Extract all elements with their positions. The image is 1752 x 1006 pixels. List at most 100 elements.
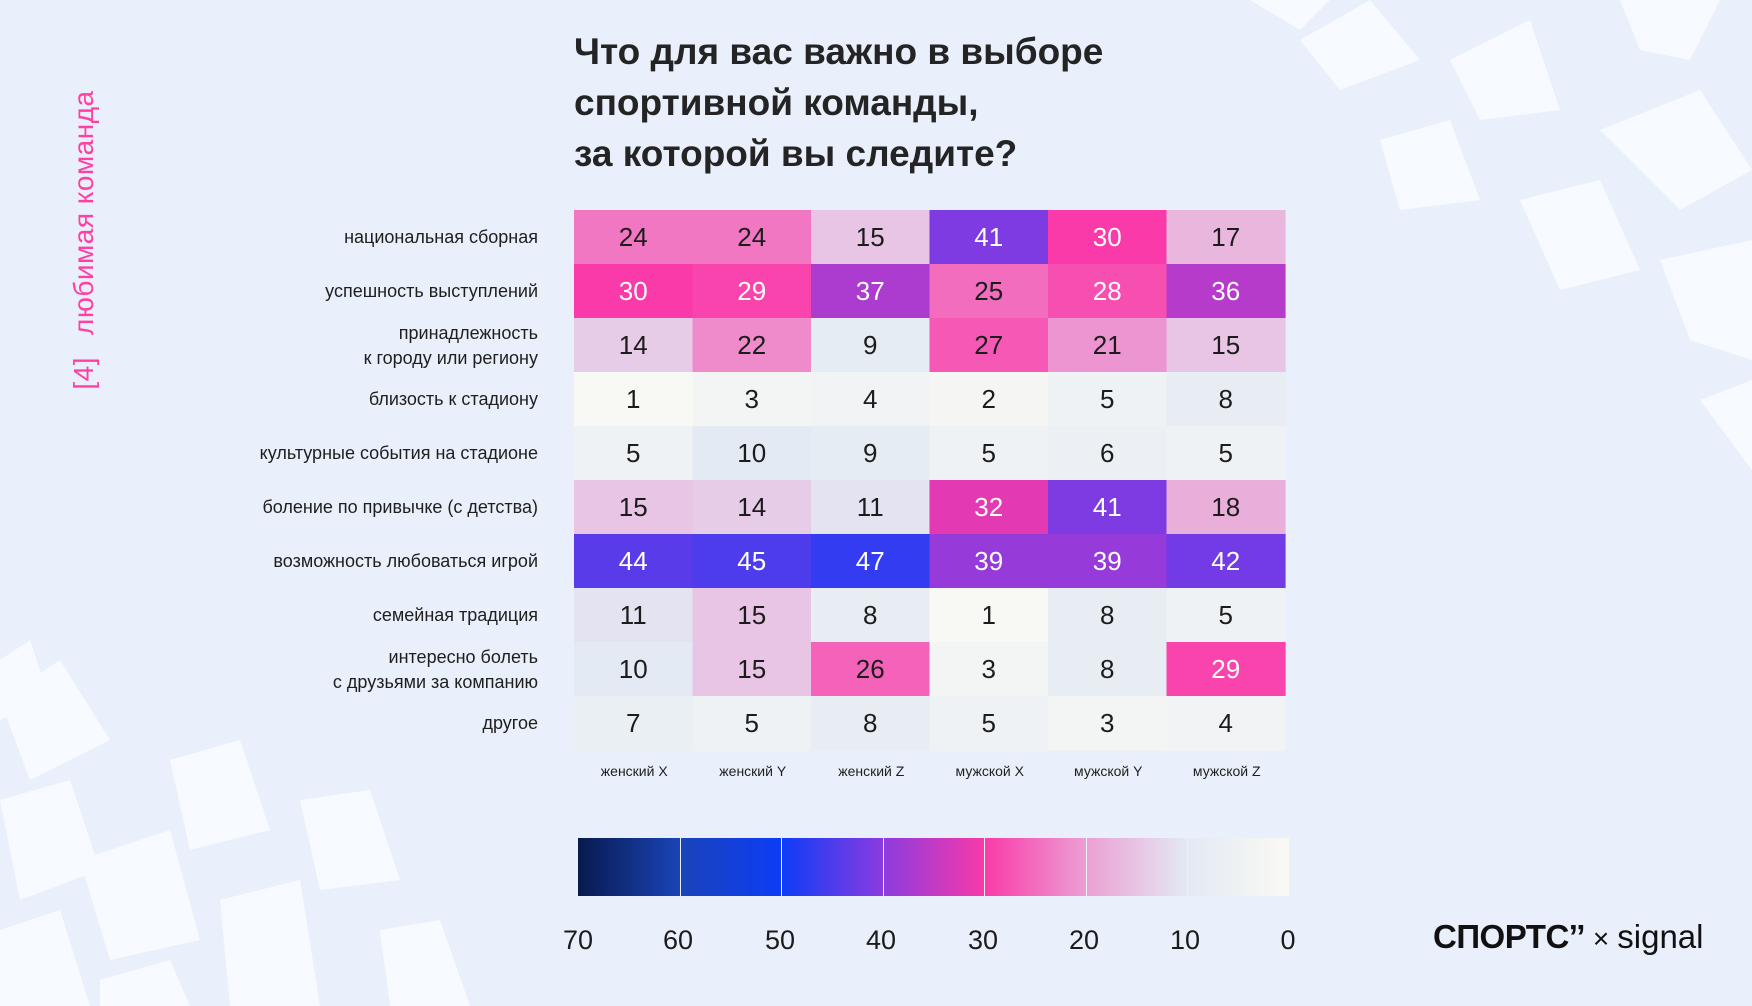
row-label: боление по привычке (с детства) [262,497,538,517]
cell-value: 24 [737,222,766,252]
column-label: женский X [601,763,669,779]
heatmap-cell [929,534,1049,589]
cell-value: 9 [863,438,877,468]
cell-value: 15 [619,492,648,522]
cell-value: 29 [1211,654,1240,684]
heatmap-cell [1166,534,1286,589]
cell-value: 6 [1100,438,1114,468]
row-label: успешность выступлений [325,281,538,301]
scale-divider [1085,838,1087,896]
cell-value: 9 [863,330,877,360]
heatmap-cell [1048,642,1168,697]
heatmap-cell [1166,588,1286,643]
heatmap-cell [692,372,812,427]
heatmap-cell [811,480,931,535]
scale-divider [882,838,884,896]
cell-value: 8 [863,708,877,738]
heatmap-cell [692,480,812,535]
scale-divider [1187,838,1189,896]
cell-value: 28 [1093,276,1122,306]
cell-value: 27 [974,330,1003,360]
heatmap-cell [1048,372,1168,427]
heatmap-cell [574,696,694,751]
heatmap-cell [811,588,931,643]
heatmap-cell [929,372,1049,427]
heatmap-cell [811,318,931,373]
cell-value: 45 [737,546,766,576]
cell-value: 11 [857,492,884,522]
heatmap-cell [574,264,694,319]
cell-value: 5 [745,708,759,738]
scale-tick-label: 30 [967,925,999,955]
column-label: женский Z [838,763,905,779]
cell-value: 42 [1211,546,1240,576]
scale-segment [984,838,1087,896]
cell-value: 22 [737,330,766,360]
heatmap-cell [929,588,1049,643]
cell-value: 15 [737,600,766,630]
scale-tick-label: 10 [1169,925,1201,955]
scale-tick-label: 70 [562,925,594,955]
row-label: к городу или региону [364,348,538,368]
heatmap-cell [574,588,694,643]
cell-value: 10 [737,438,766,468]
cell-value: 39 [1093,546,1122,576]
heatmap-cell [811,426,931,481]
heatmap-cell [692,534,812,589]
cell-value: 15 [737,654,766,684]
cell-value: 14 [737,492,766,522]
cell-value: 15 [1211,330,1240,360]
cell-value: 15 [856,222,885,252]
cell-value: 24 [619,222,648,252]
heatmap-cell [929,210,1049,265]
heatmap-cell [574,642,694,697]
cell-value: 3 [745,384,759,414]
cell-value: 1 [626,384,640,414]
scale-tick-label: 50 [764,925,796,955]
heatmap-cell [1166,696,1286,751]
heatmap-cell [1166,318,1286,373]
cell-value: 47 [856,546,885,576]
cell-value: 39 [974,546,1003,576]
heatmap-cell [574,534,694,589]
heatmap-cell [811,534,931,589]
cell-value: 11 [620,600,647,630]
cell-value: 8 [1100,600,1114,630]
scale-tick-label: 0 [1280,925,1296,955]
logo-brand: СПОРТС’’ [1433,918,1585,955]
cell-value: 5 [1219,600,1233,630]
heatmap-cell [811,696,931,751]
heatmap-cell [574,372,694,427]
heatmap-cell [1048,480,1168,535]
cell-value: 5 [1219,438,1233,468]
logo-separator: × [1592,923,1610,954]
row-label: принадлежность [399,323,538,343]
cell-value: 21 [1093,330,1122,360]
cell-value: 41 [974,222,1003,252]
cell-value: 2 [982,384,996,414]
cell-value: 5 [982,708,996,738]
heatmap-cell [574,210,694,265]
cell-value: 41 [1093,492,1122,522]
cell-value: 4 [863,384,877,414]
heatmap-cell [929,318,1049,373]
heatmap-cell [692,210,812,265]
scale-segment [679,838,782,896]
logo: СПОРТС’’ × signal [1433,918,1704,956]
cell-value: 18 [1211,492,1240,522]
cell-value: 29 [737,276,766,306]
cell-value: 3 [982,654,996,684]
heatmap-cell [1048,264,1168,319]
cell-value: 26 [856,654,885,684]
heatmap-cell [692,426,812,481]
cell-value: 7 [626,708,640,738]
heatmap-cell [811,210,931,265]
row-label: с друзьями за компанию [333,672,538,692]
scale-tick-label: 40 [865,925,897,955]
heatmap-cell [811,264,931,319]
row-label: другое [482,713,538,733]
heatmap-cell [692,696,812,751]
row-label: возможность любоваться игрой [273,551,538,571]
